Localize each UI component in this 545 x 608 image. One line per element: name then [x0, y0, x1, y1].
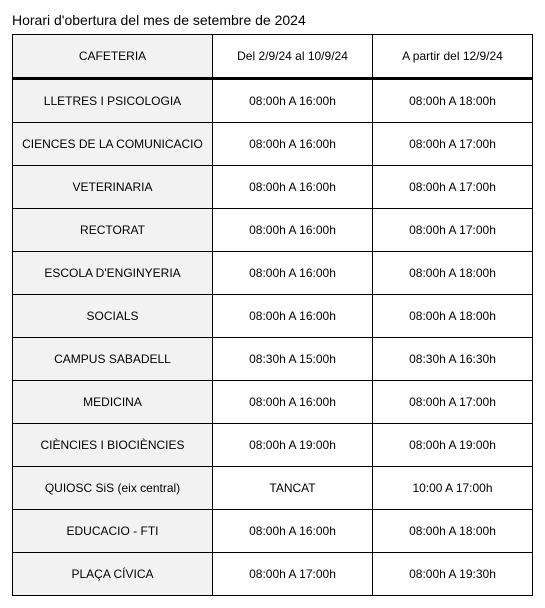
row-value: 08:00h A 16:00h	[213, 295, 373, 338]
row-value: 08:00h A 17:00h	[373, 123, 533, 166]
row-label: PLAÇA CÍVICA	[13, 553, 213, 596]
row-value: 08:00h A 16:00h	[213, 381, 373, 424]
table-row: EDUCACIO - FTI08:00h A 16:00h08:00h A 18…	[13, 510, 533, 553]
col-header-cafeteria: CAFETERIA	[13, 35, 213, 79]
row-label: SOCIALS	[13, 295, 213, 338]
table-row: PLAÇA CÍVICA08:00h A 17:00h08:00h A 19:3…	[13, 553, 533, 596]
row-label: RECTORAT	[13, 209, 213, 252]
row-label: VETERINARIA	[13, 166, 213, 209]
row-value: 08:00h A 16:00h	[213, 209, 373, 252]
row-label: QUIOSC SiS (eix central)	[13, 467, 213, 510]
table-row: CIÈNCIES I BIOCIÈNCIES08:00h A 19:00h08:…	[13, 424, 533, 467]
row-value: 10:00 A 17:00h	[373, 467, 533, 510]
row-value: 08:30h A 15:00h	[213, 338, 373, 381]
row-value: 08:00h A 18:00h	[373, 252, 533, 295]
row-value: 08:00h A 18:00h	[373, 510, 533, 553]
row-value: TANCAT	[213, 467, 373, 510]
table-row: SOCIALS08:00h A 16:00h08:00h A 18:00h	[13, 295, 533, 338]
row-value: 08:00h A 19:00h	[373, 424, 533, 467]
table-row: LLETRES I PSICOLOGIA08:00h A 16:00h08:00…	[13, 79, 533, 123]
table-row: QUIOSC SiS (eix central)TANCAT10:00 A 17…	[13, 467, 533, 510]
row-label: ESCOLA D'ENGINYERIA	[13, 252, 213, 295]
row-value: 08:00h A 17:00h	[373, 381, 533, 424]
row-value: 08:00h A 18:00h	[373, 295, 533, 338]
table-row: CAMPUS SABADELL08:30h A 15:00h08:30h A 1…	[13, 338, 533, 381]
page-title: Horari d'obertura del mes de setembre de…	[12, 12, 533, 28]
row-label: EDUCACIO - FTI	[13, 510, 213, 553]
table-row: MEDICINA08:00h A 16:00h08:00h A 17:00h	[13, 381, 533, 424]
row-value: 08:00h A 17:00h	[373, 166, 533, 209]
table-body: LLETRES I PSICOLOGIA08:00h A 16:00h08:00…	[13, 79, 533, 596]
row-label: MEDICINA	[13, 381, 213, 424]
row-label: CAMPUS SABADELL	[13, 338, 213, 381]
row-label: CIENCES DE LA COMUNICACIO	[13, 123, 213, 166]
row-value: 08:00h A 16:00h	[213, 166, 373, 209]
table-header-row: CAFETERIA Del 2/9/24 al 10/9/24 A partir…	[13, 35, 533, 79]
table-row: RECTORAT08:00h A 16:00h08:00h A 17:00h	[13, 209, 533, 252]
row-value: 08:30h A 16:30h	[373, 338, 533, 381]
col-header-period2: A partir del 12/9/24	[373, 35, 533, 79]
row-value: 08:00h A 16:00h	[213, 252, 373, 295]
row-value: 08:00h A 16:00h	[213, 510, 373, 553]
col-header-period1: Del 2/9/24 al 10/9/24	[213, 35, 373, 79]
row-value: 08:00h A 16:00h	[213, 79, 373, 123]
table-row: CIENCES DE LA COMUNICACIO08:00h A 16:00h…	[13, 123, 533, 166]
row-value: 08:00h A 17:00h	[373, 209, 533, 252]
row-label: CIÈNCIES I BIOCIÈNCIES	[13, 424, 213, 467]
table-row: ESCOLA D'ENGINYERIA08:00h A 16:00h08:00h…	[13, 252, 533, 295]
row-value: 08:00h A 19:00h	[213, 424, 373, 467]
row-value: 08:00h A 16:00h	[213, 123, 373, 166]
row-value: 08:00h A 19:30h	[373, 553, 533, 596]
table-row: VETERINARIA08:00h A 16:00h08:00h A 17:00…	[13, 166, 533, 209]
row-value: 08:00h A 18:00h	[373, 79, 533, 123]
schedule-table: CAFETERIA Del 2/9/24 al 10/9/24 A partir…	[12, 34, 533, 596]
row-label: LLETRES I PSICOLOGIA	[13, 79, 213, 123]
row-value: 08:00h A 17:00h	[213, 553, 373, 596]
